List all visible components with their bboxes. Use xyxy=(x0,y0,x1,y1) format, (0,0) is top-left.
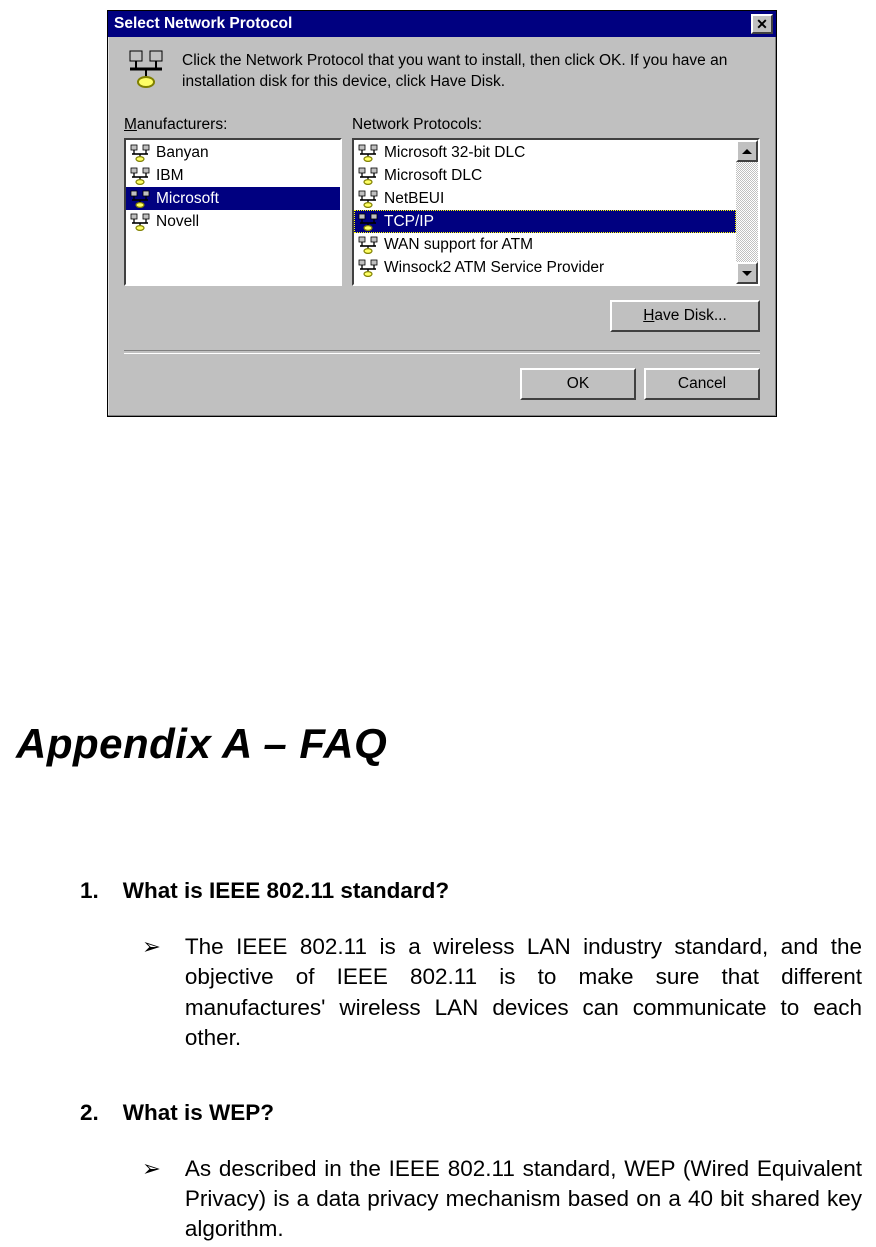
protocol-item-label: TCP/IP xyxy=(384,213,434,231)
have-disk-row: Have Disk... xyxy=(124,300,760,332)
scroll-track[interactable] xyxy=(736,162,758,262)
ok-cancel-row: OK Cancel xyxy=(124,368,760,400)
protocols-scrollbar[interactable] xyxy=(736,140,758,284)
close-button[interactable]: ✕ xyxy=(751,14,773,34)
protocol-icon xyxy=(358,259,378,277)
document-body: Appendix A – FAQ 1. What is IEEE 802.11 … xyxy=(0,720,876,1245)
protocol-item-label: Winsock2 ATM Service Provider xyxy=(384,259,604,277)
protocol-icon xyxy=(124,49,168,94)
ok-label: OK xyxy=(567,375,589,393)
chevron-up-icon xyxy=(742,149,752,154)
chevron-down-icon xyxy=(742,271,752,276)
scroll-up-button[interactable] xyxy=(736,140,758,162)
protocol-icon xyxy=(358,213,378,231)
appendix-title: Appendix A – FAQ xyxy=(16,720,866,768)
protocol-item-label: NetBEUI xyxy=(384,190,444,208)
separator xyxy=(124,350,760,354)
faq-question-2: 2. What is WEP? xyxy=(80,1100,866,1126)
lists-row: Manufacturers: BanyanIBMMicrosoftNovell … xyxy=(124,116,760,286)
protocol-item-label: Microsoft 32-bit DLC xyxy=(384,144,525,162)
titlebar[interactable]: Select Network Protocol ✕ xyxy=(108,11,776,37)
intro-text: Click the Network Protocol that you want… xyxy=(182,49,760,94)
manufacturers-listbox[interactable]: Banyan IBM Microsoft Novell xyxy=(124,138,342,286)
dialog-body: Click the Network Protocol that you want… xyxy=(108,37,776,416)
select-network-protocol-dialog: Select Network Protocol ✕ xyxy=(107,10,777,417)
manufacturer-item[interactable]: Microsoft xyxy=(126,187,340,210)
protocol-icon xyxy=(358,167,378,185)
cancel-button[interactable]: Cancel xyxy=(644,368,760,400)
protocol-icon xyxy=(130,213,150,231)
manufacturer-item[interactable]: Novell xyxy=(126,210,340,233)
protocol-item[interactable]: WAN support for ATM xyxy=(354,233,736,256)
protocol-icon xyxy=(130,144,150,162)
protocols-label: Network Protocols: xyxy=(352,116,760,134)
manufacturer-item-label: IBM xyxy=(156,167,184,185)
faq-answer-2: ➢ As described in the IEEE 802.11 standa… xyxy=(142,1154,862,1245)
faq-question-1: 1. What is IEEE 802.11 standard? xyxy=(80,878,866,904)
scroll-down-button[interactable] xyxy=(736,262,758,284)
protocol-item[interactable]: Microsoft 32-bit DLC xyxy=(354,141,736,164)
protocol-icon xyxy=(358,236,378,254)
protocol-icon xyxy=(130,167,150,185)
protocol-item-label: WAN support for ATM xyxy=(384,236,533,254)
manufacturers-label: Manufacturers: xyxy=(124,116,342,134)
protocol-item[interactable]: Winsock2 ATM Service Provider xyxy=(354,256,736,279)
cancel-label: Cancel xyxy=(678,375,726,393)
intro-row: Click the Network Protocol that you want… xyxy=(124,49,760,94)
protocol-item[interactable]: Microsoft DLC xyxy=(354,164,736,187)
manufacturer-item-label: Novell xyxy=(156,213,199,231)
close-icon: ✕ xyxy=(756,17,768,31)
protocol-item[interactable]: TCP/IP xyxy=(354,210,736,233)
manufacturer-item[interactable]: Banyan xyxy=(126,141,340,164)
protocol-item[interactable]: NetBEUI xyxy=(354,187,736,210)
bullet-icon: ➢ xyxy=(142,932,161,1054)
protocol-icon xyxy=(358,144,378,162)
faq-answer-1: ➢ The IEEE 802.11 is a wireless LAN indu… xyxy=(142,932,862,1054)
protocol-icon xyxy=(130,190,150,208)
manufacturer-item[interactable]: IBM xyxy=(126,164,340,187)
protocol-icon xyxy=(358,190,378,208)
bullet-icon: ➢ xyxy=(142,1154,161,1245)
dialog-title: Select Network Protocol xyxy=(114,15,751,33)
protocols-listbox[interactable]: Microsoft 32-bit DLC Microsoft DLC NetBEUI… xyxy=(352,138,760,286)
protocol-item-label: Microsoft DLC xyxy=(384,167,482,185)
ok-button[interactable]: OK xyxy=(520,368,636,400)
protocols-column: Network Protocols: Microsoft 32-bit DLCM… xyxy=(352,116,760,286)
have-disk-button[interactable]: Have Disk... xyxy=(610,300,760,332)
manufacturer-item-label: Microsoft xyxy=(156,190,219,208)
manufacturer-item-label: Banyan xyxy=(156,144,209,162)
manufacturers-column: Manufacturers: Banyan IBM Microsoft Novell xyxy=(124,116,342,286)
